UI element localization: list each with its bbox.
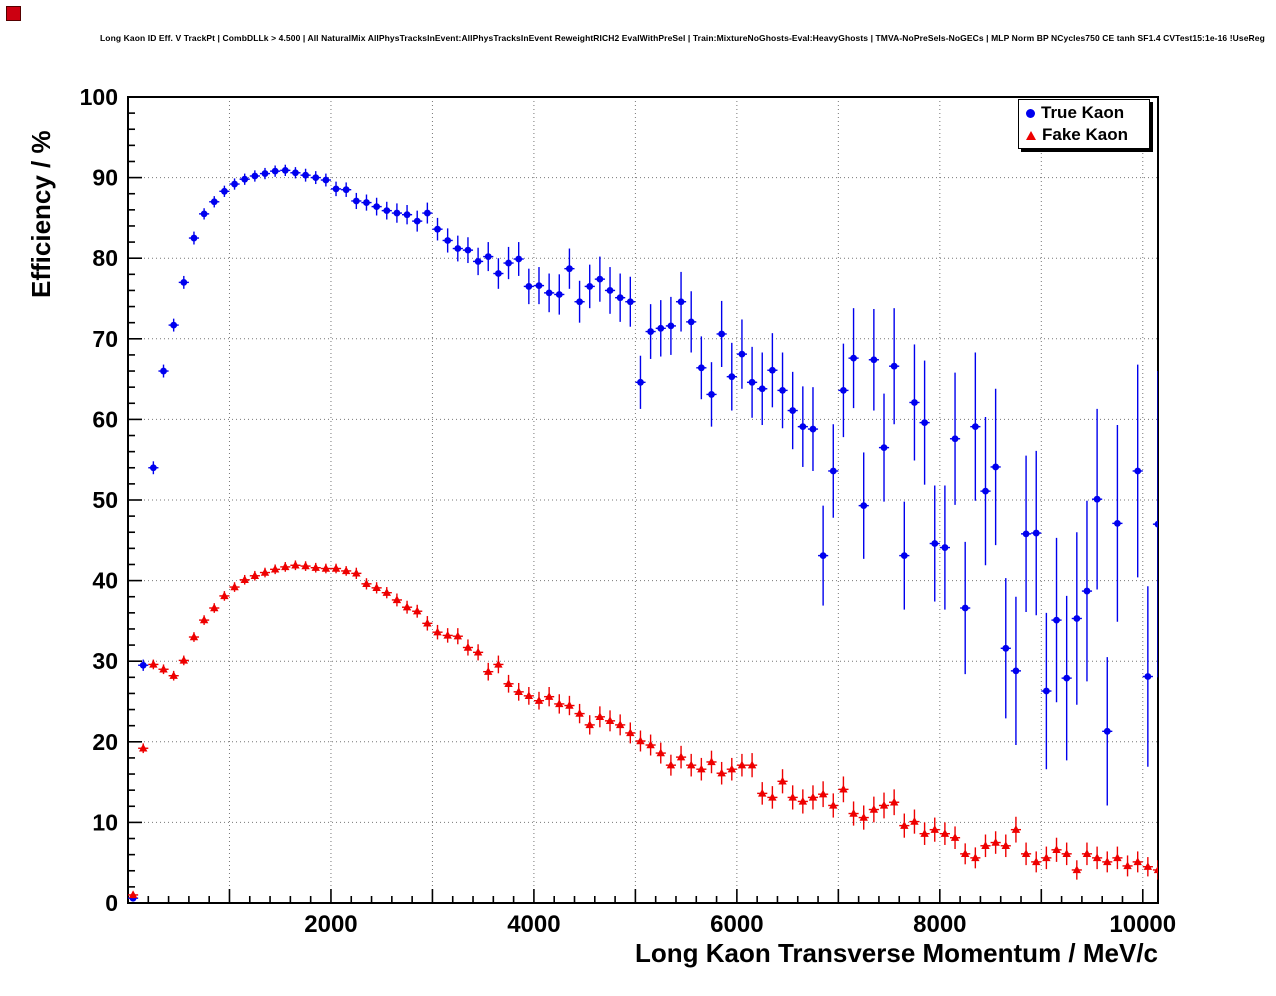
legend-label-true-kaon: True Kaon — [1041, 103, 1125, 122]
svg-text:100: 100 — [80, 84, 118, 110]
svg-text:90: 90 — [92, 165, 118, 191]
svg-text:0: 0 — [105, 890, 118, 916]
svg-text:10000: 10000 — [1109, 911, 1176, 938]
canvas-corner-marker — [6, 6, 21, 21]
svg-text:40: 40 — [92, 568, 118, 594]
svg-text:80: 80 — [92, 245, 118, 271]
fake-kaon-series — [128, 560, 1158, 899]
svg-text:30: 30 — [92, 648, 118, 674]
plot-title: Long Kaon ID Eff. V TrackPt | CombDLLk >… — [100, 33, 1265, 43]
svg-text:50: 50 — [92, 487, 118, 513]
axis-ticks — [128, 112, 1144, 903]
legend-label-fake-kaon: Fake Kaon — [1042, 125, 1128, 144]
triangle-marker-icon — [1026, 130, 1036, 140]
svg-text:2000: 2000 — [304, 911, 357, 938]
tick-labels: 0 10 20 30 40 50 60 70 80 90 100 2000 4000 6000 8000 10… — [80, 84, 1177, 938]
true-kaon-series — [128, 164, 1158, 902]
legend-item-true-kaon: True Kaon — [1019, 102, 1149, 124]
svg-text:60: 60 — [92, 406, 118, 432]
plot-frame-background — [128, 97, 1158, 903]
svg-text:8000: 8000 — [913, 911, 966, 938]
legend: True Kaon Fake Kaon — [1018, 99, 1150, 149]
x-axis-title: Long Kaon Transverse Momentum / MeV/c — [635, 938, 1158, 968]
svg-text:6000: 6000 — [710, 911, 763, 938]
legend-item-fake-kaon: Fake Kaon — [1019, 124, 1149, 146]
circle-marker-icon — [1026, 108, 1035, 118]
svg-text:70: 70 — [92, 326, 118, 352]
svg-text:10: 10 — [92, 809, 118, 835]
svg-text:4000: 4000 — [507, 911, 560, 938]
svg-text:20: 20 — [92, 729, 118, 755]
